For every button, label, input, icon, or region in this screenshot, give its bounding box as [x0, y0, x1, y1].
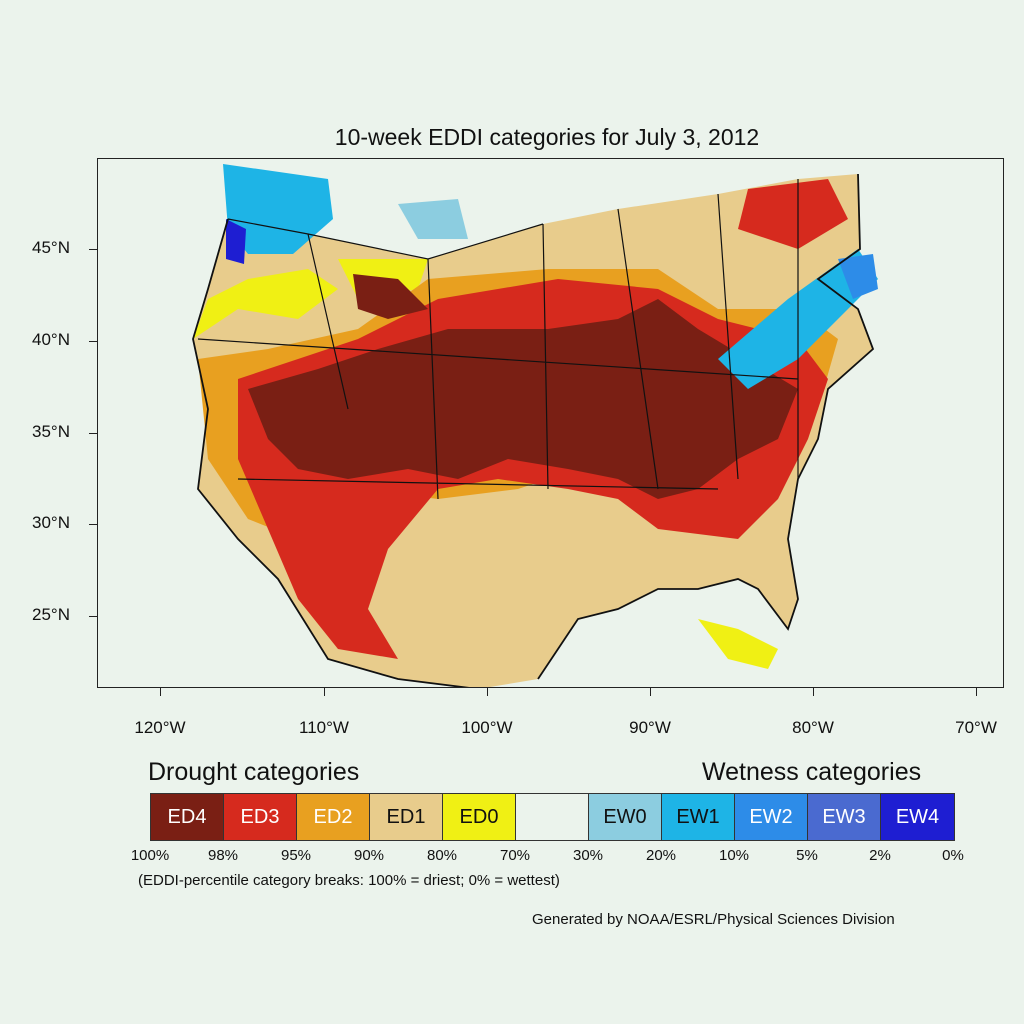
x-label-110w: 110°W	[299, 718, 349, 737]
percent-break-label: 98%	[207, 847, 239, 864]
percent-break-label: 90%	[353, 847, 385, 864]
x-tick	[976, 688, 977, 696]
ew1-region-nw	[223, 164, 333, 254]
y-tick	[89, 524, 97, 525]
ew2-region-ne	[838, 254, 878, 299]
x-label-120w: 120°W	[134, 718, 186, 737]
percent-break-label: 80%	[426, 847, 458, 864]
x-label-100w: 100°W	[461, 718, 513, 737]
ew4-region-nw	[226, 219, 246, 264]
legend-swatch-ew3: EW3	[808, 794, 881, 840]
legend-swatch-ed4: ED4	[151, 794, 224, 840]
legend-swatch-neutral	[516, 794, 589, 840]
y-tick	[89, 616, 97, 617]
legend-swatch-ew1: EW1	[662, 794, 735, 840]
y-label-30n: 30°N	[32, 513, 70, 532]
eddi-map	[97, 158, 1004, 688]
y-label-45n: 45°N	[32, 238, 70, 257]
ed0-region	[193, 269, 338, 339]
percent-break-label: 2%	[869, 847, 891, 864]
coastline	[192, 173, 875, 687]
legend-note: (EDDI-percentile category breaks: 100% =…	[138, 872, 560, 889]
x-tick	[324, 688, 325, 696]
border-lines	[197, 179, 799, 500]
legend-swatch-ew0: EW0	[589, 794, 662, 840]
percent-break-label: 20%	[645, 847, 677, 864]
legend-swatch-ed2: ED2	[297, 794, 370, 840]
ed0-region-3	[698, 619, 778, 669]
ed4-region-nw	[353, 274, 428, 319]
x-tick	[650, 688, 651, 696]
legend-swatch-ed3: ED3	[224, 794, 297, 840]
ed4-region	[248, 299, 798, 499]
y-tick	[89, 433, 97, 434]
legend-swatch-ew2: EW2	[735, 794, 808, 840]
x-label-80w: 80°W	[792, 718, 834, 737]
y-label-25n: 25°N	[32, 605, 70, 624]
credit-text: Generated by NOAA/ESRL/Physical Sciences…	[532, 911, 895, 928]
x-label-70w: 70°W	[955, 718, 997, 737]
percent-break-label: 100%	[130, 847, 170, 864]
x-tick	[813, 688, 814, 696]
legend-swatch-ew4: EW4	[881, 794, 954, 840]
legend-color-bar: ED4 ED3 ED2 ED1 ED0 EW0 EW1 EW2 EW3 EW4	[150, 793, 955, 841]
y-label-35n: 35°N	[32, 422, 70, 441]
percent-break-label: 0%	[942, 847, 964, 864]
y-label-40n: 40°N	[32, 330, 70, 349]
x-tick	[487, 688, 488, 696]
ew0-region-mt	[398, 199, 468, 239]
percent-break-label: 70%	[499, 847, 531, 864]
us-drought-map-graphic	[192, 164, 878, 687]
legend-swatch-ed1: ED1	[370, 794, 443, 840]
y-tick	[89, 249, 97, 250]
legend-swatch-ed0: ED0	[443, 794, 516, 840]
percent-break-label: 30%	[572, 847, 604, 864]
map-title: 10-week EDDI categories for July 3, 2012	[334, 124, 760, 150]
percent-break-label: 95%	[280, 847, 312, 864]
percent-break-label: 10%	[718, 847, 750, 864]
x-tick	[160, 688, 161, 696]
wetness-categories-heading: Wetness categories	[702, 758, 922, 786]
y-tick	[89, 341, 97, 342]
x-label-90w: 90°W	[629, 718, 671, 737]
drought-categories-heading: Drought categories	[148, 758, 360, 786]
ed3-region-ne	[738, 179, 848, 249]
percent-break-label: 5%	[796, 847, 818, 864]
